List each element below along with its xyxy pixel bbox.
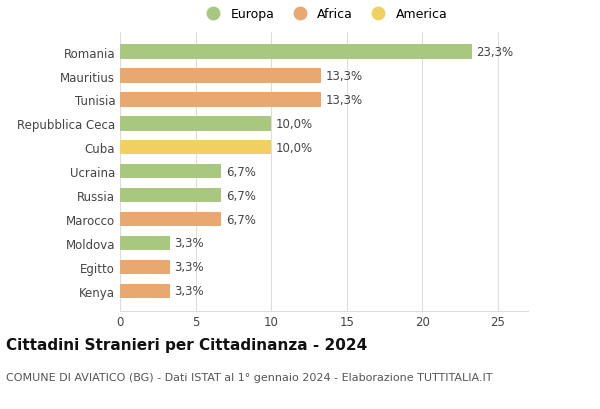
Legend: Europa, Africa, America: Europa, Africa, America — [201, 8, 447, 21]
Text: 6,7%: 6,7% — [226, 213, 256, 226]
Bar — [120, 236, 170, 250]
Text: 10,0%: 10,0% — [275, 142, 313, 155]
Text: 6,7%: 6,7% — [226, 165, 256, 178]
Bar — [120, 93, 321, 108]
Bar — [120, 189, 221, 203]
Text: 6,7%: 6,7% — [226, 189, 256, 202]
Bar — [120, 212, 221, 227]
Text: Cittadini Stranieri per Cittadinanza - 2024: Cittadini Stranieri per Cittadinanza - 2… — [6, 337, 367, 353]
Bar — [120, 165, 221, 179]
Bar — [120, 141, 271, 155]
Bar — [120, 117, 271, 131]
Bar — [120, 284, 170, 298]
Bar — [120, 45, 472, 60]
Text: 13,3%: 13,3% — [326, 94, 362, 107]
Text: 13,3%: 13,3% — [326, 70, 362, 83]
Text: 3,3%: 3,3% — [175, 285, 204, 297]
Bar — [120, 69, 321, 83]
Bar — [120, 260, 170, 274]
Text: COMUNE DI AVIATICO (BG) - Dati ISTAT al 1° gennaio 2024 - Elaborazione TUTTITALI: COMUNE DI AVIATICO (BG) - Dati ISTAT al … — [6, 372, 493, 382]
Text: 23,3%: 23,3% — [476, 46, 514, 59]
Text: 3,3%: 3,3% — [175, 237, 204, 250]
Text: 10,0%: 10,0% — [275, 118, 313, 130]
Text: 3,3%: 3,3% — [175, 261, 204, 274]
